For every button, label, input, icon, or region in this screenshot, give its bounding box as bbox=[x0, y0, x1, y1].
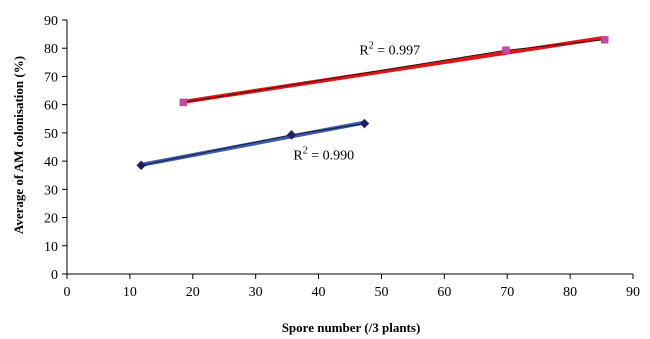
x-tick-label: 60 bbox=[437, 285, 451, 300]
data-point bbox=[359, 118, 370, 129]
series-layer bbox=[136, 35, 609, 171]
y-tick-label: 0 bbox=[51, 268, 58, 283]
x-tick-label: 80 bbox=[563, 285, 577, 300]
x-axis-title: Spore number (/3 plants) bbox=[282, 320, 421, 335]
x-tick-label: 70 bbox=[500, 285, 514, 300]
y-tick-label: 70 bbox=[44, 70, 58, 85]
x-tick-label: 0 bbox=[64, 285, 71, 300]
data-point bbox=[179, 98, 188, 107]
y-tick-label: 10 bbox=[44, 240, 58, 255]
data-point bbox=[502, 46, 510, 54]
x-tick-label: 90 bbox=[626, 285, 640, 300]
y-tick-label: 30 bbox=[44, 183, 58, 198]
x-tick-label: 30 bbox=[249, 285, 263, 300]
y-tick-label: 20 bbox=[44, 212, 58, 227]
x-tick-label: 20 bbox=[186, 285, 200, 300]
r-squared-label: R2 = 0.990 bbox=[293, 146, 354, 164]
r-squared-label: R2 = 0.997 bbox=[359, 40, 420, 58]
y-tick-label: 90 bbox=[44, 14, 58, 29]
y-tick-label: 40 bbox=[44, 155, 58, 170]
data-point bbox=[600, 36, 609, 44]
axes: 0 10 20 30 40 50 60 70 80 90 0 10 20 30 40 50 60 70 80 90 bbox=[44, 14, 640, 300]
data-point bbox=[136, 160, 147, 171]
y-tick-label: 80 bbox=[44, 42, 58, 57]
annotations: R2 = 0.990 R2 = 0.997 bbox=[293, 40, 420, 163]
y-tick-label: 50 bbox=[44, 127, 58, 142]
x-tick-label: 50 bbox=[374, 285, 388, 300]
data-point bbox=[286, 130, 297, 140]
series-2 bbox=[179, 35, 609, 107]
y-tick-label: 60 bbox=[44, 99, 58, 114]
x-tick-label: 40 bbox=[312, 285, 326, 300]
x-tick-label: 10 bbox=[123, 285, 137, 300]
y-axis-title: Average of AM colonisation (%) bbox=[11, 56, 26, 234]
series-1 bbox=[136, 118, 370, 171]
